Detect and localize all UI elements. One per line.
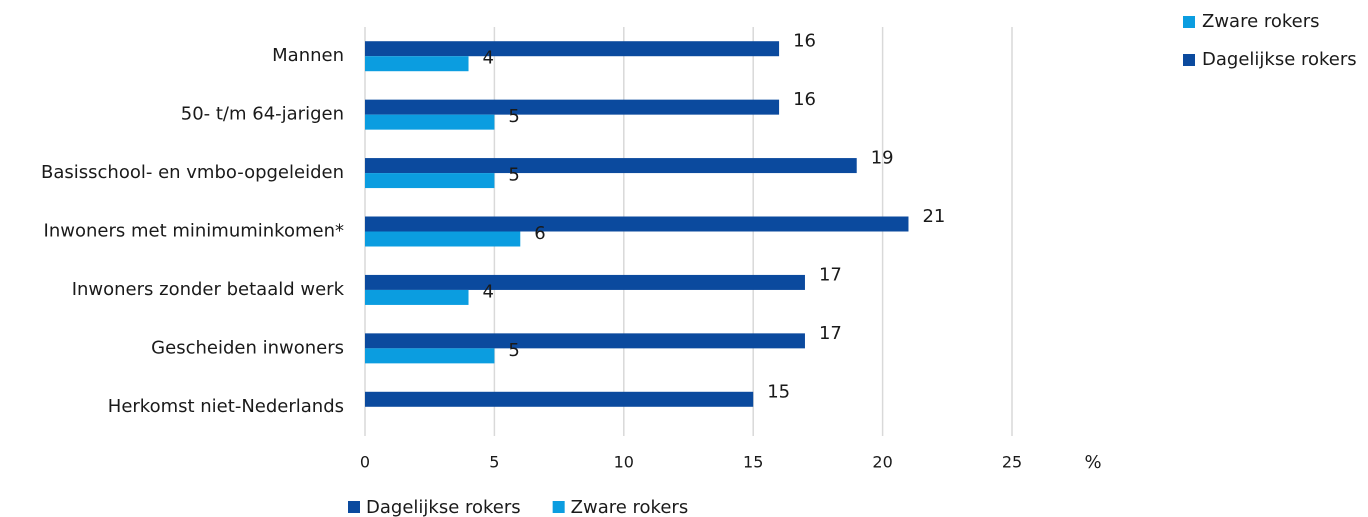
x-tick-label: 15 (743, 453, 763, 472)
legend-label: Zware rokers (1202, 11, 1320, 32)
bar (365, 56, 469, 72)
data-label: 17 (819, 323, 842, 344)
y-tick-label: Herkomst niet-Nederlands (108, 396, 344, 417)
data-label: 4 (483, 48, 494, 69)
bar (365, 289, 469, 305)
data-label: 6 (534, 223, 545, 244)
bar (365, 216, 909, 232)
legend-swatch (1183, 16, 1195, 28)
legend-label: Zware rokers (571, 497, 689, 517)
data-label: 4 (483, 281, 494, 302)
x-tick-label: 25 (1002, 453, 1022, 472)
bar (365, 348, 495, 364)
data-label: 16 (793, 31, 816, 52)
data-label: 5 (508, 106, 519, 127)
data-label: 16 (793, 89, 816, 110)
bar (365, 114, 495, 130)
x-tick-label: 5 (489, 453, 499, 472)
x-tick-label: 10 (614, 453, 634, 472)
legend-label: Dagelijkse rokers (366, 497, 521, 517)
x-tick-label: 0 (360, 453, 370, 472)
bar (365, 173, 495, 189)
data-label: 15 (767, 381, 790, 402)
bar (365, 99, 780, 115)
y-tick-label: Inwoners zonder betaald werk (72, 279, 345, 300)
bar (365, 41, 780, 57)
y-tick-label: Basisschool- en vmbo-opgeleiden (41, 162, 344, 183)
legend-swatch (1183, 54, 1195, 66)
bar (365, 333, 805, 349)
y-tick-label: Mannen (272, 45, 344, 66)
legend-swatch (348, 501, 360, 513)
legend-label: Dagelijkse rokers (1202, 49, 1357, 70)
y-tick-label: 50- t/m 64-jarigen (181, 104, 344, 125)
legend-swatch (552, 501, 565, 513)
x-axis-label: % (1084, 452, 1101, 473)
data-label: 19 (871, 148, 894, 169)
y-tick-label: Gescheiden inwoners (151, 337, 344, 358)
y-tick-label: Inwoners met minimuminkomen* (44, 221, 344, 242)
data-label: 21 (922, 206, 945, 227)
bar (365, 391, 754, 407)
bar (365, 231, 521, 247)
data-label: 17 (819, 264, 842, 285)
x-tick-label: 20 (872, 453, 892, 472)
data-label: 5 (508, 340, 519, 361)
data-label: 5 (508, 165, 519, 186)
bar (365, 158, 857, 174)
bar (365, 274, 805, 290)
